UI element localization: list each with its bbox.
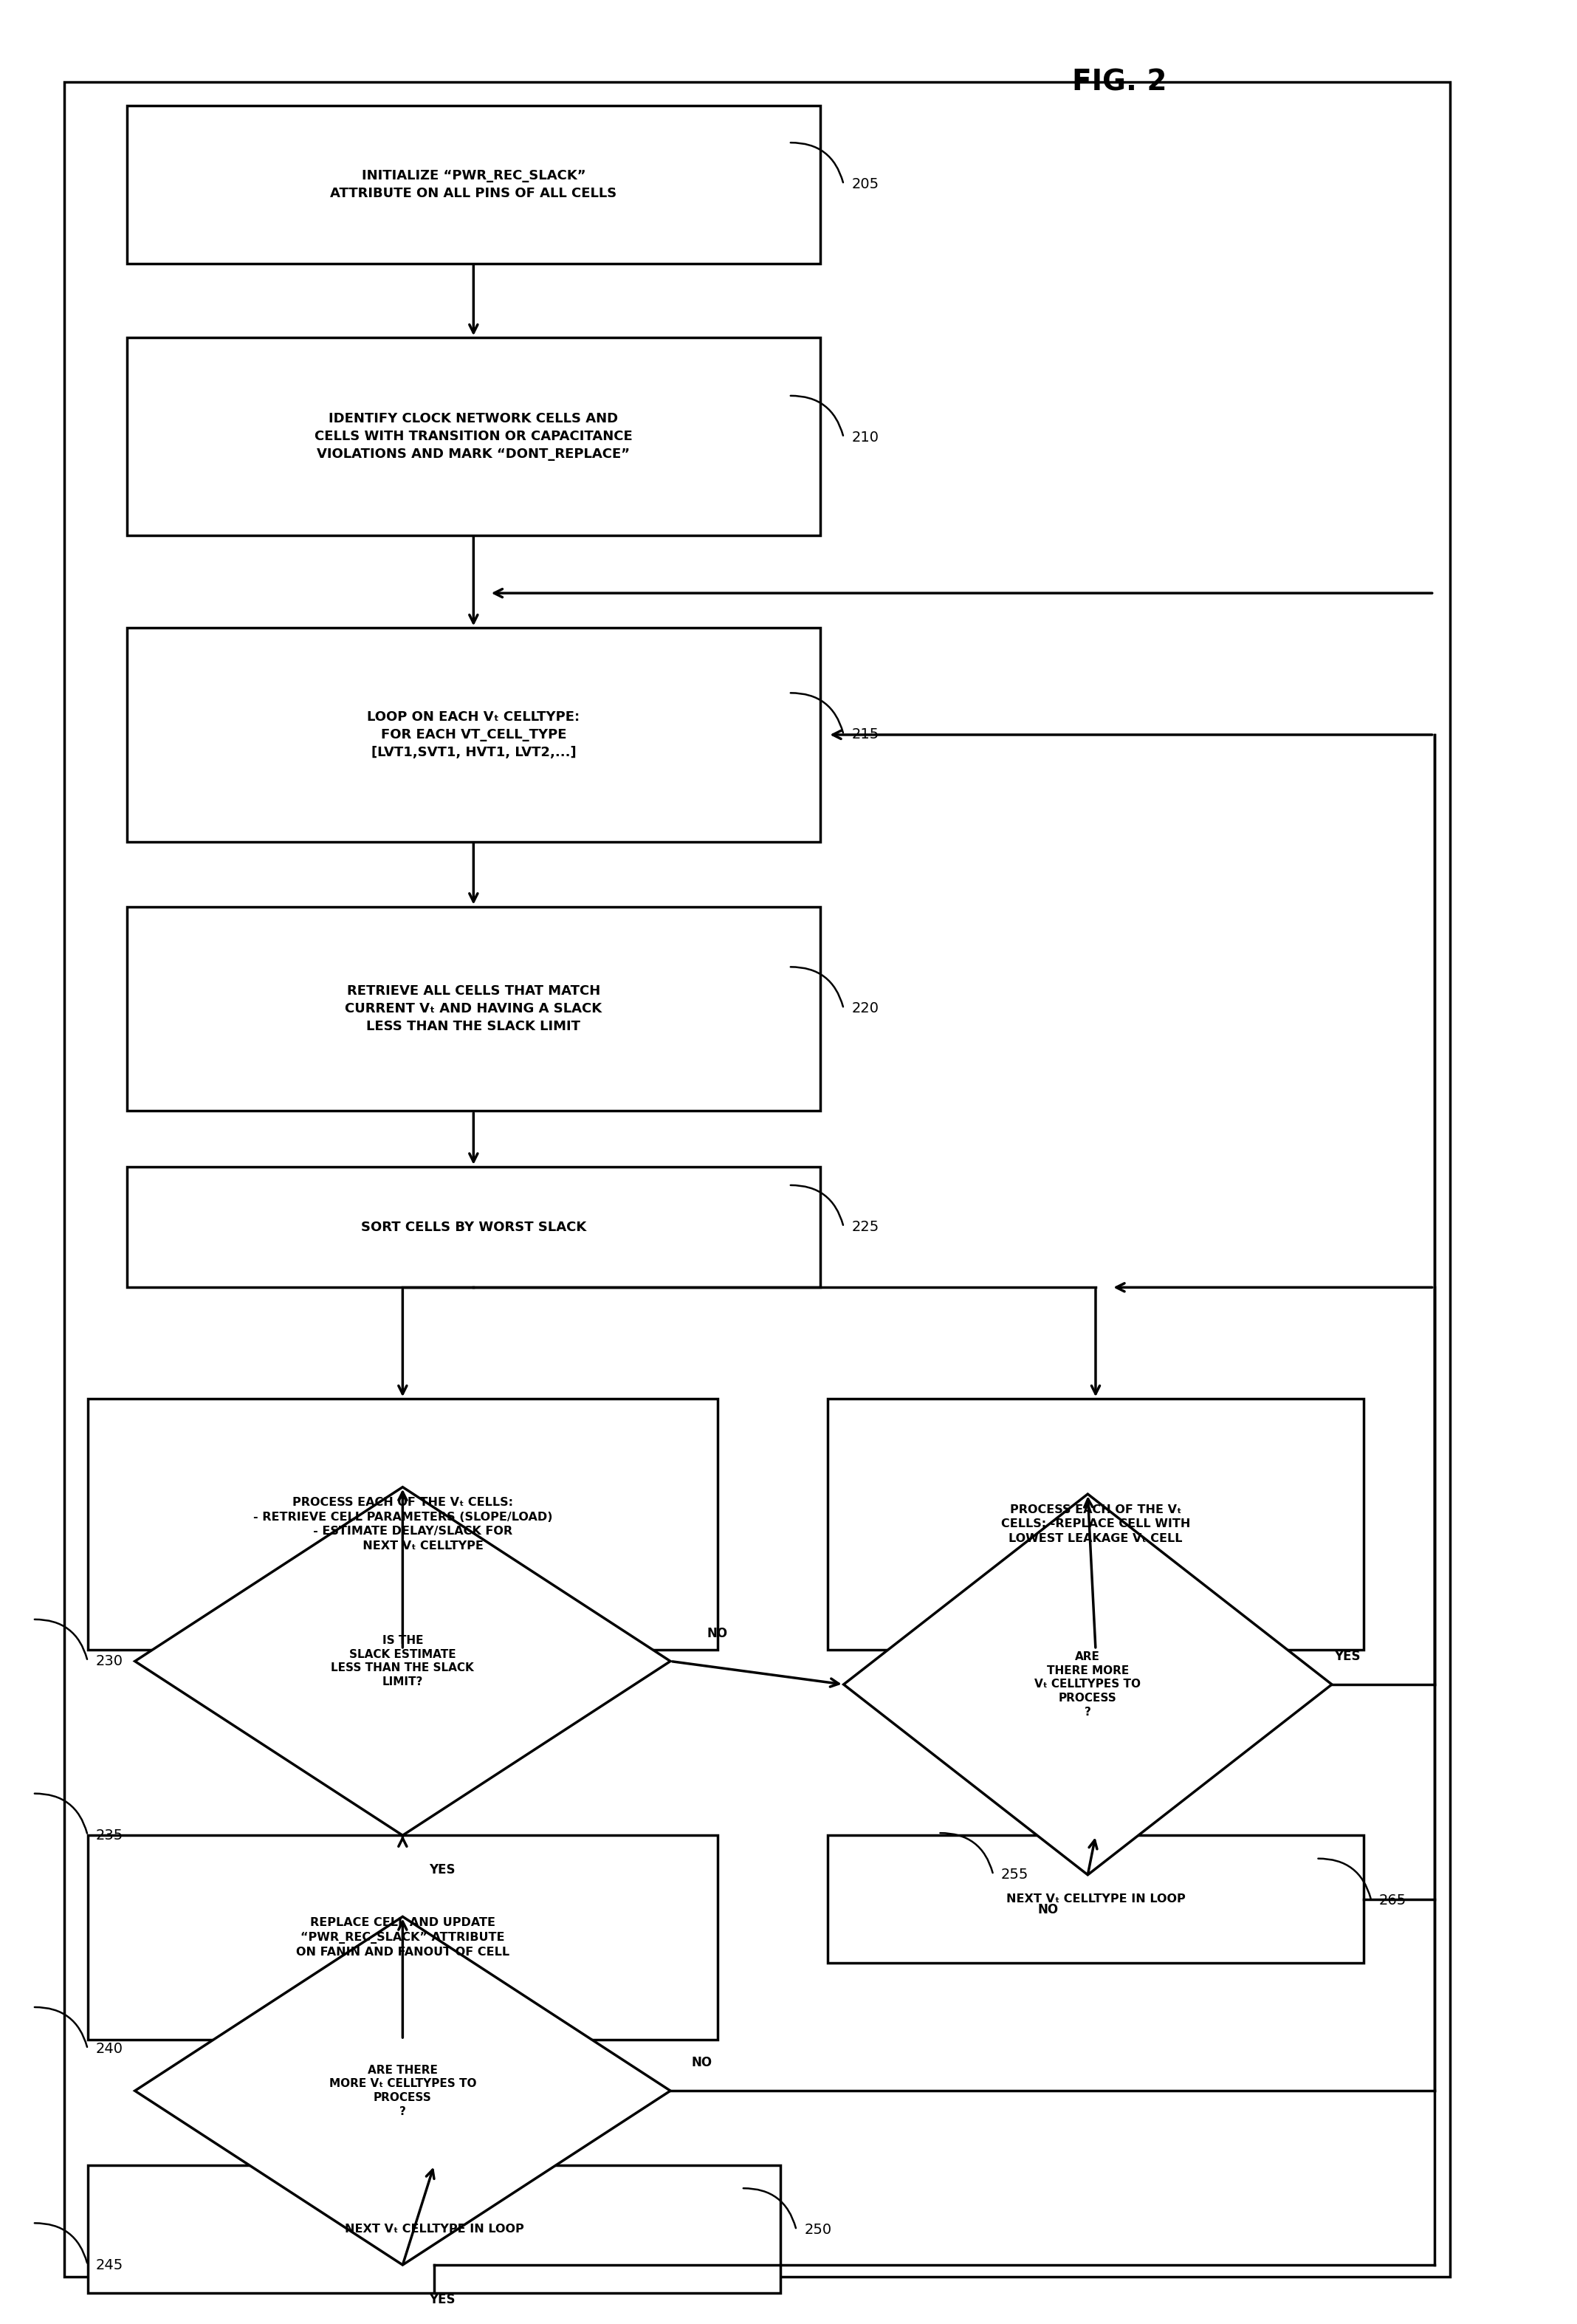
FancyBboxPatch shape [128,1167,820,1287]
Text: YES: YES [429,2294,456,2305]
FancyBboxPatch shape [88,1836,718,2040]
Polygon shape [136,1487,670,1836]
Text: 250: 250 [804,2224,831,2238]
Text: 220: 220 [852,1002,878,1016]
FancyBboxPatch shape [828,1836,1364,1964]
Text: 230: 230 [96,1655,123,1669]
Text: PROCESS EACH OF THE Vₜ CELLS:
- RETRIEVE CELL PARAMETERS (SLOPE/LOAD)
     - EST: PROCESS EACH OF THE Vₜ CELLS: - RETRIEVE… [252,1497,552,1552]
Text: ARE THERE
MORE Vₜ CELLTYPES TO
PROCESS
?: ARE THERE MORE Vₜ CELLTYPES TO PROCESS ? [330,2064,476,2117]
Text: SORT CELLS BY WORST SLACK: SORT CELLS BY WORST SLACK [361,1220,587,1234]
Text: 255: 255 [1001,1868,1028,1882]
Text: INITIALIZE “PWR_REC_SLACK”
ATTRIBUTE ON ALL PINS OF ALL CELLS: INITIALIZE “PWR_REC_SLACK” ATTRIBUTE ON … [330,170,617,200]
Text: 240: 240 [96,2043,123,2057]
Text: NEXT Vₜ CELLTYPE IN LOOP: NEXT Vₜ CELLTYPE IN LOOP [344,2224,524,2233]
Text: NEXT Vₜ CELLTYPE IN LOOP: NEXT Vₜ CELLTYPE IN LOOP [1006,1894,1186,1906]
Text: IDENTIFY CLOCK NETWORK CELLS AND
CELLS WITH TRANSITION OR CAPACITANCE
VIOLATIONS: IDENTIFY CLOCK NETWORK CELLS AND CELLS W… [314,411,632,460]
Text: 225: 225 [852,1220,878,1234]
Text: ARE
THERE MORE
Vₜ CELLTYPES TO
PROCESS
?: ARE THERE MORE Vₜ CELLTYPES TO PROCESS ? [1035,1652,1140,1717]
Text: 215: 215 [852,727,878,741]
Text: YES: YES [1334,1650,1361,1664]
Polygon shape [844,1494,1333,1875]
FancyBboxPatch shape [128,906,820,1111]
Text: 245: 245 [96,2259,123,2273]
Text: NO: NO [1038,1903,1058,1917]
FancyBboxPatch shape [88,1399,718,1650]
FancyBboxPatch shape [88,2166,781,2294]
Text: NO: NO [706,1627,729,1641]
Polygon shape [136,1917,670,2266]
Text: 235: 235 [96,1829,123,1843]
Text: 210: 210 [852,430,878,444]
Text: FIG. 2: FIG. 2 [1072,67,1167,95]
FancyBboxPatch shape [828,1399,1364,1650]
Text: 265: 265 [1380,1894,1407,1908]
Text: NO: NO [691,2057,713,2071]
Text: LOOP ON EACH Vₜ CELLTYPE:
FOR EACH VT_CELL_TYPE
[LVT1,SVT1, HVT1, LVT2,...]: LOOP ON EACH Vₜ CELLTYPE: FOR EACH VT_CE… [367,711,580,760]
FancyBboxPatch shape [128,337,820,535]
Text: 205: 205 [852,177,878,191]
Text: YES: YES [429,1864,456,1878]
Text: IS THE
SLACK ESTIMATE
LESS THAN THE SLACK
LIMIT?: IS THE SLACK ESTIMATE LESS THAN THE SLAC… [331,1636,475,1687]
FancyBboxPatch shape [128,627,820,841]
Text: REPLACE CELL AND UPDATE
“PWR_REC_SLACK” ATTRIBUTE
ON FANIN AND FANOUT OF CELL: REPLACE CELL AND UPDATE “PWR_REC_SLACK” … [296,1917,509,1959]
FancyBboxPatch shape [128,105,820,263]
Text: RETRIEVE ALL CELLS THAT MATCH
CURRENT Vₜ AND HAVING A SLACK
LESS THAN THE SLACK : RETRIEVE ALL CELLS THAT MATCH CURRENT Vₜ… [345,985,602,1032]
Text: PROCESS EACH OF THE Vₜ
CELLS: -REPLACE CELL WITH
LOWEST LEAKAGE Vₜ CELL: PROCESS EACH OF THE Vₜ CELLS: -REPLACE C… [1001,1504,1191,1545]
